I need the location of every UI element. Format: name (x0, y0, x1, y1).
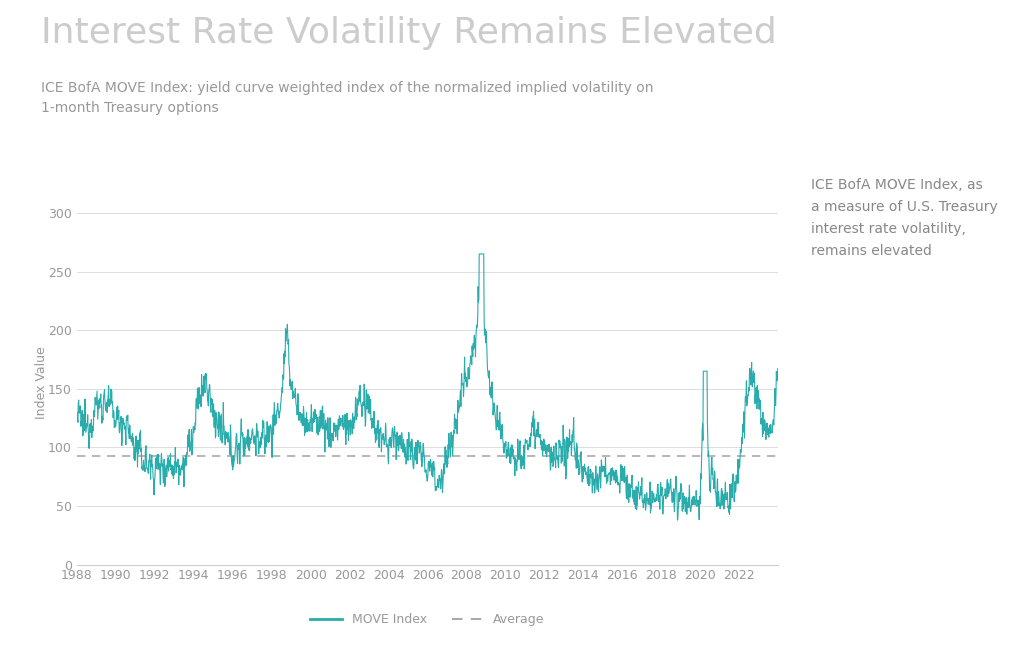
Legend: MOVE Index, Average: MOVE Index, Average (305, 608, 550, 631)
Text: ICE BofA MOVE Index, as
a measure of U.S. Treasury
interest rate volatility,
rem: ICE BofA MOVE Index, as a measure of U.S… (811, 178, 997, 258)
Y-axis label: Index Value: Index Value (35, 347, 48, 419)
Text: Interest Rate Volatility Remains Elevated: Interest Rate Volatility Remains Elevate… (41, 16, 777, 50)
Text: ICE BofA MOVE Index: yield curve weighted index of the normalized implied volati: ICE BofA MOVE Index: yield curve weighte… (41, 81, 653, 115)
